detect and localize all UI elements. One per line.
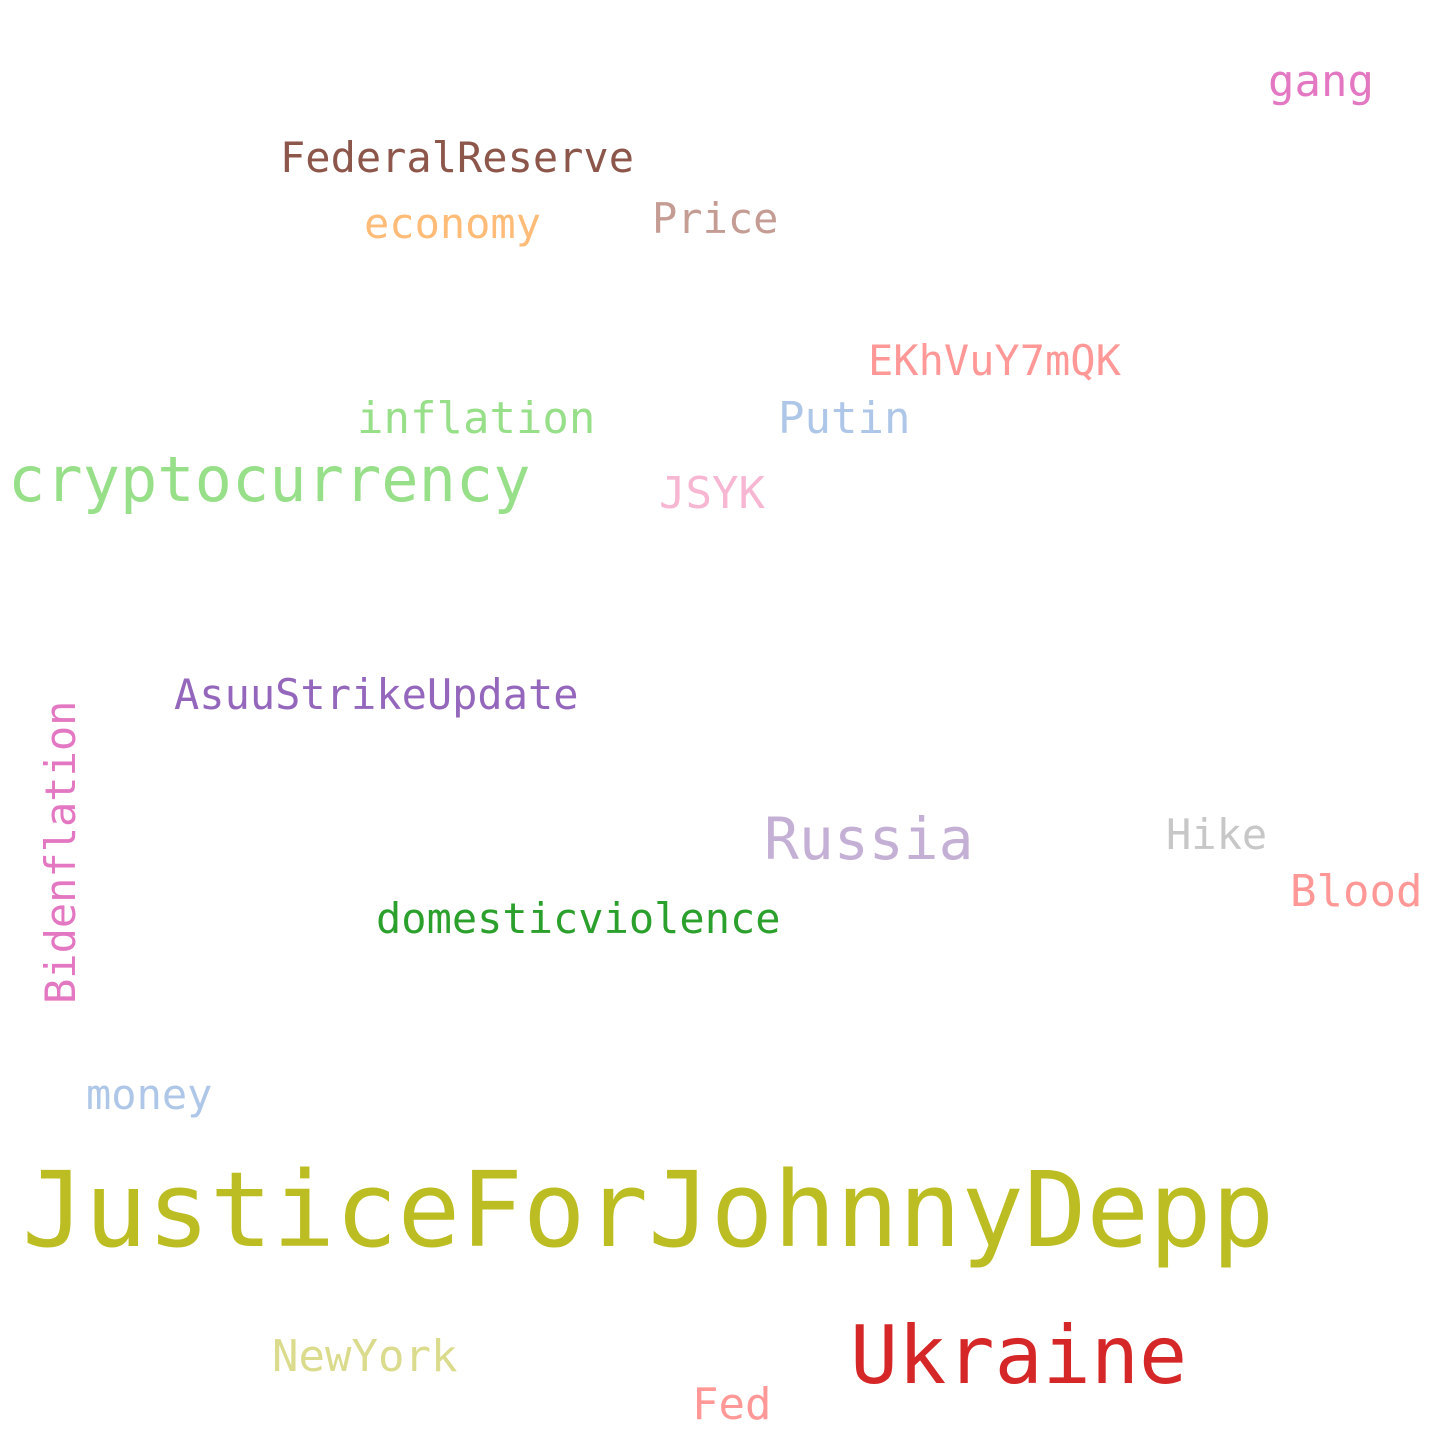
word-economy: economy [364, 199, 542, 248]
word-ekhvuy7mqk: EKhVuY7mQK [868, 336, 1121, 385]
word-jsyk: JSYK [659, 468, 765, 519]
word-cryptocurrency: cryptocurrency [8, 443, 531, 516]
word-putin: Putin [778, 393, 911, 444]
word-domesticviolence: domesticviolence [376, 894, 781, 943]
word-ukraine: Ukraine [850, 1309, 1188, 1402]
word-hike: Hike [1166, 810, 1268, 859]
word-gang: gang [1268, 56, 1374, 107]
word-justiceforjohnnydepp: JusticeForJohnnyDepp [22, 1149, 1275, 1271]
word-inflation: inflation [357, 393, 596, 444]
word-fed: Fed [692, 1379, 772, 1430]
word-russia: Russia [764, 805, 974, 873]
word-federalreserve: FederalReserve [280, 133, 635, 182]
word-bidenflation: Bidenflation [36, 700, 85, 1004]
word-money: money [86, 1070, 213, 1119]
word-newyork: NewYork [272, 1331, 458, 1382]
word-asuustrikeupdate: AsuuStrikeUpdate [174, 670, 579, 719]
word-price: Price [652, 194, 779, 243]
word-blood: Blood [1290, 866, 1423, 917]
